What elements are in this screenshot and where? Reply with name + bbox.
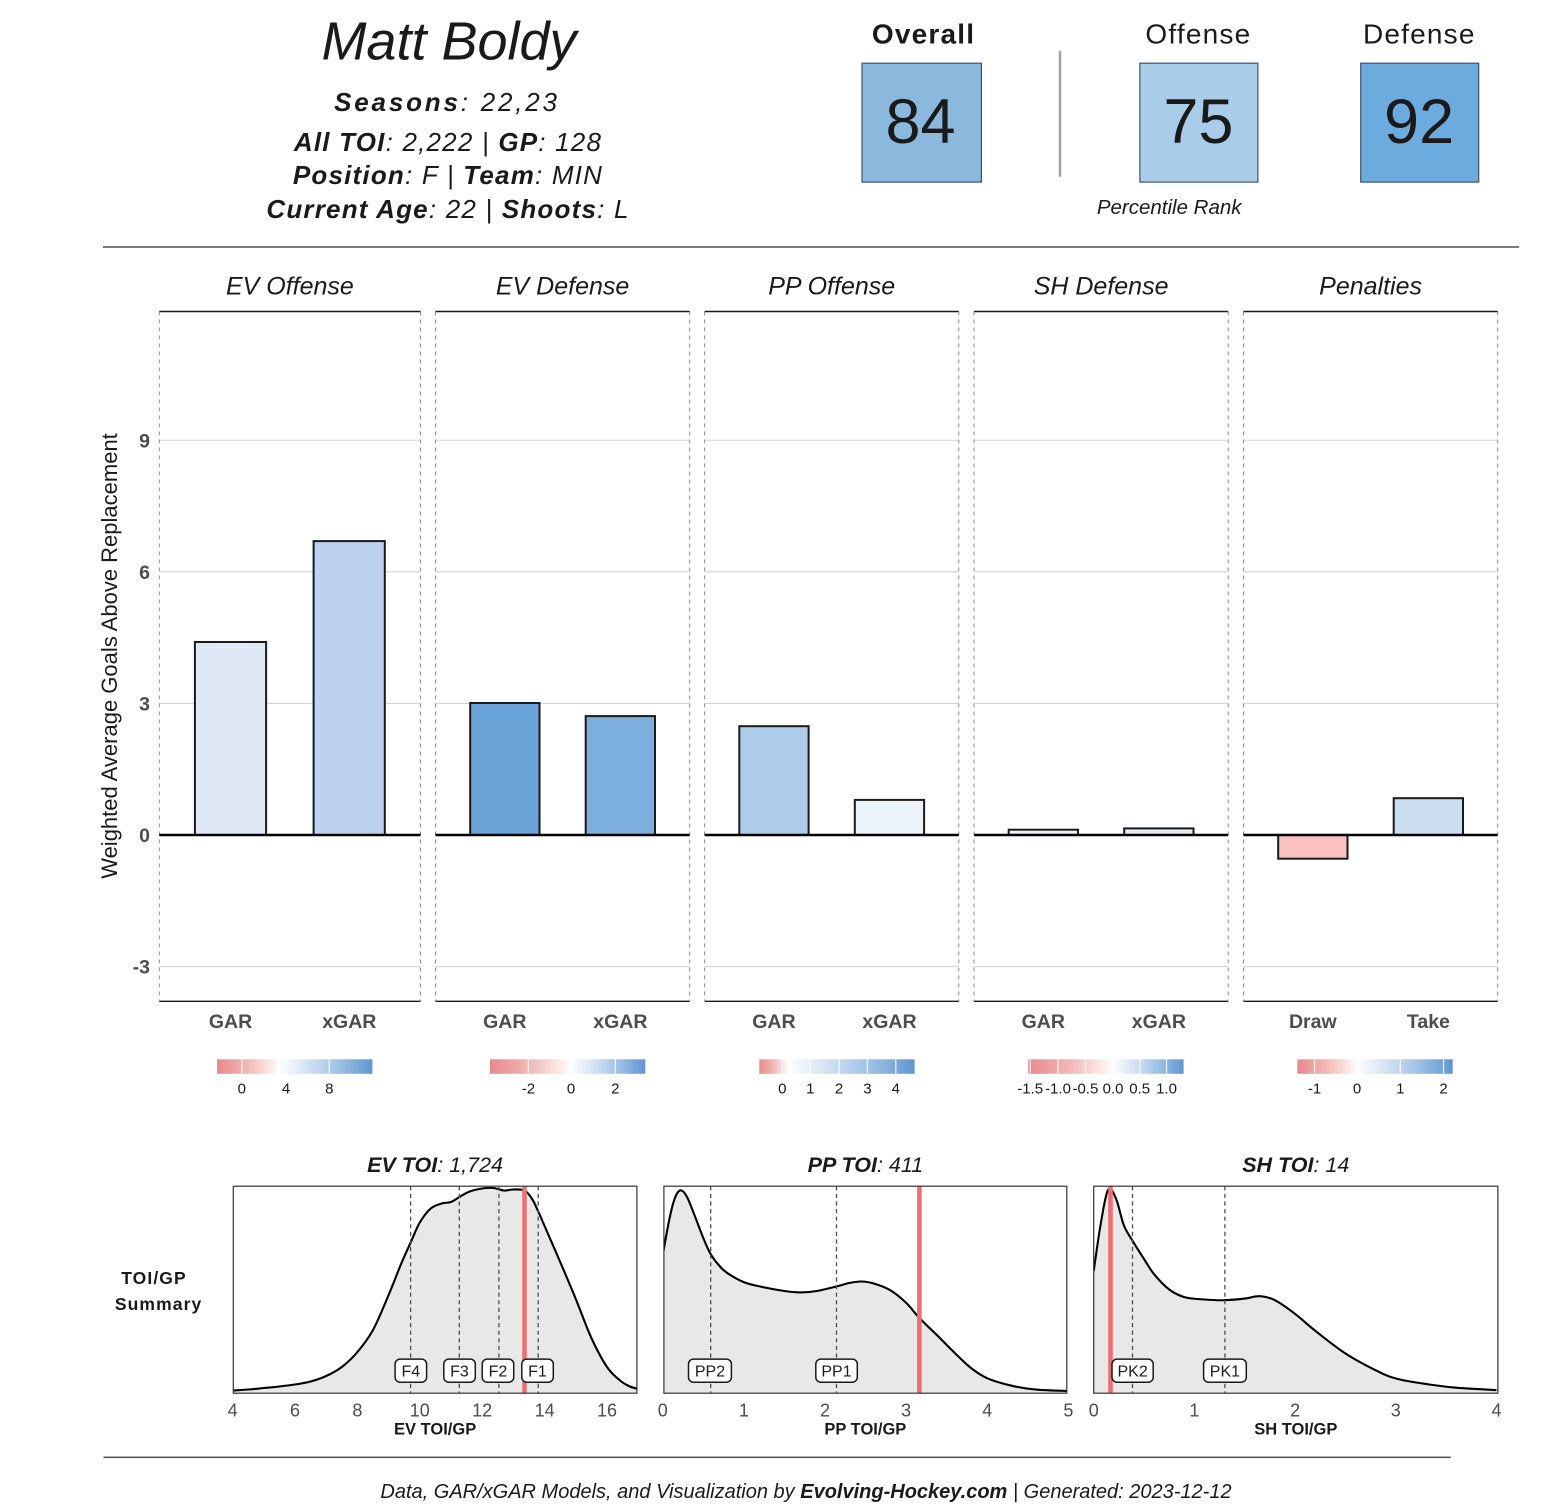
svg-text:0: 0 xyxy=(778,1081,786,1098)
svg-text:xGAR: xGAR xyxy=(862,1011,916,1033)
svg-text:0: 0 xyxy=(1089,1401,1099,1421)
svg-text:-1.0: -1.0 xyxy=(1045,1081,1071,1098)
svg-text:-1: -1 xyxy=(1308,1081,1321,1098)
svg-text:GAR: GAR xyxy=(483,1011,526,1033)
svg-text:3: 3 xyxy=(863,1081,871,1098)
svg-text:75: 75 xyxy=(1163,87,1233,157)
svg-text:9: 9 xyxy=(139,430,150,452)
svg-text:Summary: Summary xyxy=(115,1294,202,1314)
svg-text:1.0: 1.0 xyxy=(1156,1081,1177,1098)
svg-text:92: 92 xyxy=(1384,87,1454,157)
svg-text:16: 16 xyxy=(597,1401,617,1421)
svg-text:4: 4 xyxy=(1491,1401,1501,1421)
svg-text:EV Defense: EV Defense xyxy=(496,273,629,301)
svg-text:-1.5: -1.5 xyxy=(1017,1081,1043,1098)
svg-text:4: 4 xyxy=(282,1081,290,1098)
svg-text:GAR: GAR xyxy=(752,1011,795,1033)
svg-text:PP TOI/GP: PP TOI/GP xyxy=(824,1421,906,1439)
svg-text:Penalties: Penalties xyxy=(1319,273,1422,301)
svg-text:Data, GAR/xGAR Models, and Vis: Data, GAR/xGAR Models, and Visualization… xyxy=(380,1481,1231,1503)
svg-text:1: 1 xyxy=(739,1401,749,1421)
svg-text:2: 2 xyxy=(835,1081,843,1098)
svg-text:PK2: PK2 xyxy=(1117,1364,1147,1381)
svg-text:TOI/GP: TOI/GP xyxy=(121,1268,187,1288)
svg-text:2: 2 xyxy=(1439,1081,1447,1098)
svg-text:GAR: GAR xyxy=(1022,1011,1065,1033)
svg-text:F4: F4 xyxy=(401,1364,420,1381)
svg-text:PP TOI: 411: PP TOI: 411 xyxy=(808,1153,924,1177)
svg-text:3: 3 xyxy=(901,1401,911,1421)
svg-text:6: 6 xyxy=(139,562,150,584)
svg-text:SH TOI/GP: SH TOI/GP xyxy=(1254,1421,1337,1439)
svg-text:Defense: Defense xyxy=(1363,19,1476,50)
svg-text:4: 4 xyxy=(982,1401,992,1421)
svg-text:Seasons: 22,23: Seasons: 22,23 xyxy=(334,87,560,117)
svg-text:3: 3 xyxy=(139,693,150,715)
svg-text:0: 0 xyxy=(139,825,150,847)
svg-text:0: 0 xyxy=(658,1401,668,1421)
svg-text:-3: -3 xyxy=(133,957,150,979)
svg-text:Overall: Overall xyxy=(872,19,975,50)
svg-text:1: 1 xyxy=(806,1081,814,1098)
svg-text:0.5: 0.5 xyxy=(1129,1081,1150,1098)
svg-text:5: 5 xyxy=(1063,1401,1073,1421)
svg-text:EV TOI/GP: EV TOI/GP xyxy=(394,1421,476,1439)
svg-text:8: 8 xyxy=(325,1081,333,1098)
svg-text:1: 1 xyxy=(1396,1081,1404,1098)
svg-text:SH TOI: 14: SH TOI: 14 xyxy=(1242,1153,1349,1177)
svg-text:Current Age: 22 | Shoots: L: Current Age: 22 | Shoots: L xyxy=(266,194,629,224)
svg-text:PP1: PP1 xyxy=(821,1364,851,1381)
svg-text:Matt Boldy: Matt Boldy xyxy=(321,12,579,72)
svg-text:Weighted Average Goals Above R: Weighted Average Goals Above Replacement xyxy=(97,433,122,879)
svg-text:0: 0 xyxy=(238,1081,246,1098)
svg-text:xGAR: xGAR xyxy=(322,1011,376,1033)
svg-text:4: 4 xyxy=(228,1401,238,1421)
svg-text:Take: Take xyxy=(1407,1011,1450,1033)
svg-text:PK1: PK1 xyxy=(1210,1364,1240,1381)
svg-text:0: 0 xyxy=(1353,1081,1361,1098)
svg-text:-2: -2 xyxy=(522,1081,535,1098)
svg-text:xGAR: xGAR xyxy=(1132,1011,1186,1033)
svg-text:2: 2 xyxy=(1290,1401,1300,1421)
svg-text:2: 2 xyxy=(611,1081,619,1098)
svg-text:F3: F3 xyxy=(450,1364,469,1381)
svg-text:EV Offense: EV Offense xyxy=(226,273,354,301)
svg-text:PP Offense: PP Offense xyxy=(768,273,895,301)
svg-text:-0.5: -0.5 xyxy=(1072,1081,1098,1098)
svg-text:F1: F1 xyxy=(528,1364,547,1381)
svg-text:2: 2 xyxy=(820,1401,830,1421)
svg-text:Percentile Rank: Percentile Rank xyxy=(1097,196,1243,219)
svg-text:PP2: PP2 xyxy=(695,1364,725,1381)
svg-text:14: 14 xyxy=(535,1401,555,1421)
svg-text:1: 1 xyxy=(1189,1401,1199,1421)
svg-text:SH Defense: SH Defense xyxy=(1034,273,1169,301)
svg-text:xGAR: xGAR xyxy=(593,1011,647,1033)
svg-text:All TOI: 2,222 | GP: 128: All TOI: 2,222 | GP: 128 xyxy=(293,127,602,157)
svg-text:F2: F2 xyxy=(489,1364,508,1381)
svg-text:6: 6 xyxy=(290,1401,300,1421)
svg-text:4: 4 xyxy=(892,1081,900,1098)
svg-text:84: 84 xyxy=(885,87,955,157)
svg-text:3: 3 xyxy=(1391,1401,1401,1421)
svg-text:Draw: Draw xyxy=(1289,1011,1338,1033)
svg-text:0.0: 0.0 xyxy=(1103,1081,1124,1098)
svg-text:8: 8 xyxy=(352,1401,362,1421)
svg-text:12: 12 xyxy=(472,1401,492,1421)
svg-text:Offense: Offense xyxy=(1145,19,1251,50)
svg-text:10: 10 xyxy=(410,1401,430,1421)
svg-text:0: 0 xyxy=(567,1081,575,1098)
svg-text:Position: F | Team: MIN: Position: F | Team: MIN xyxy=(293,160,603,190)
svg-text:GAR: GAR xyxy=(209,1011,252,1033)
svg-text:EV TOI: 1,724: EV TOI: 1,724 xyxy=(367,1153,503,1177)
